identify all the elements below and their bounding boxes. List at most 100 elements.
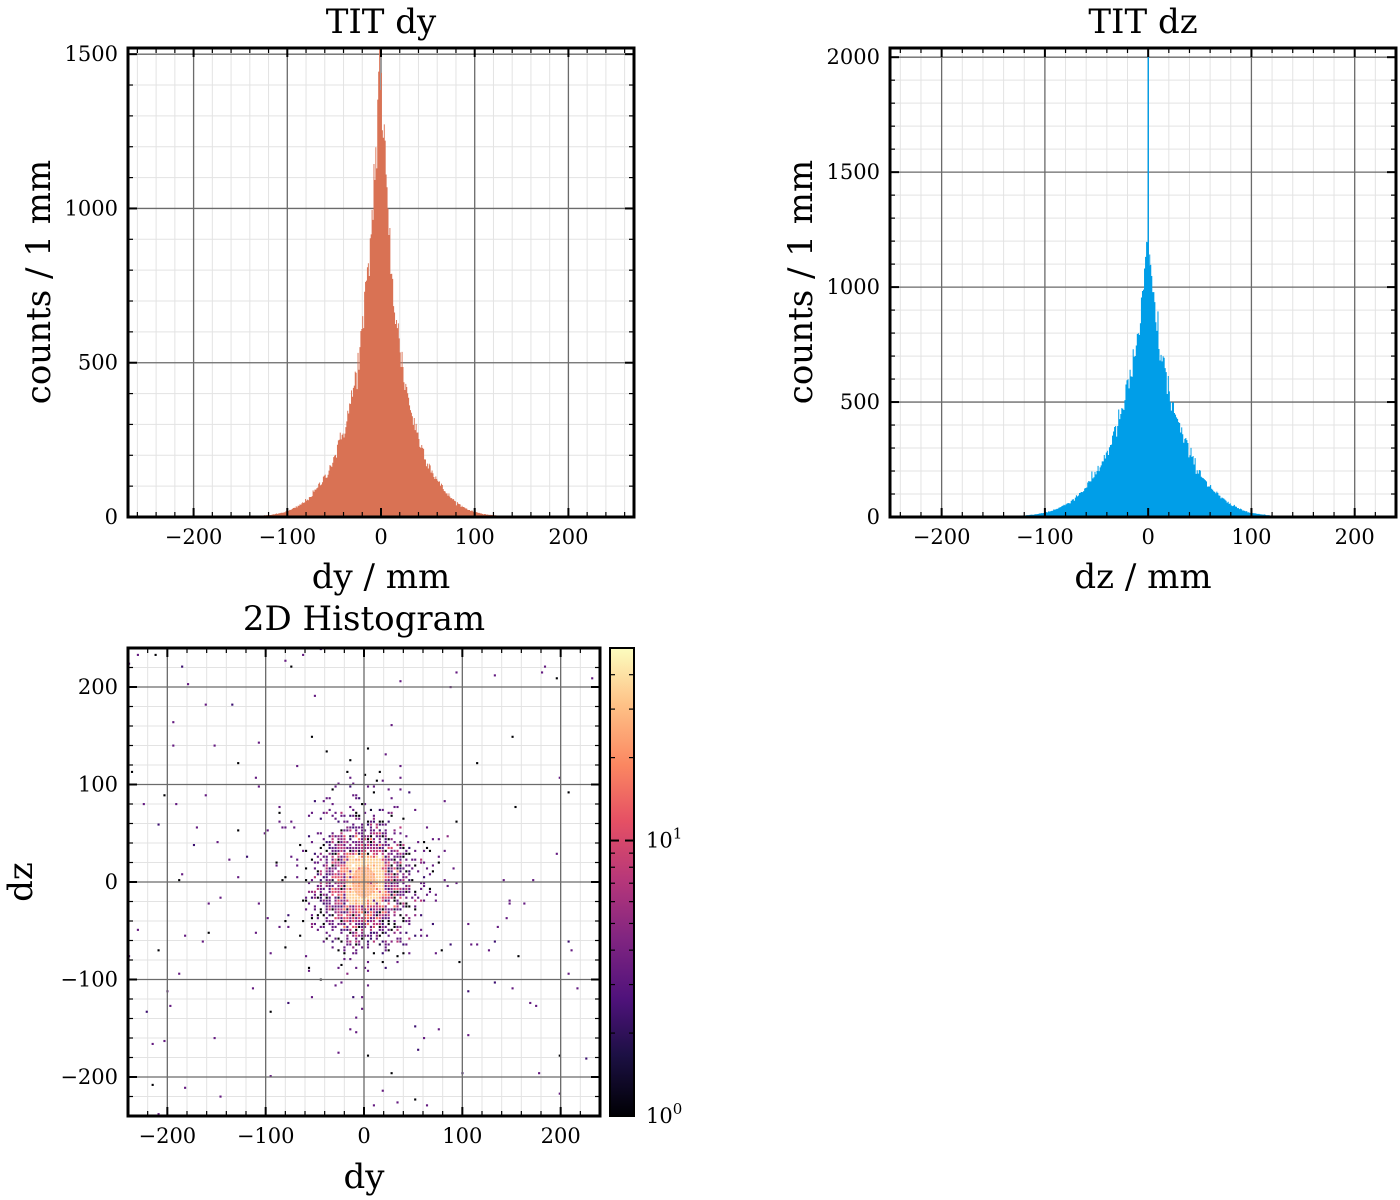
hist2d-cell	[414, 1025, 417, 1028]
hist2d-cell	[366, 917, 370, 920]
hist2d-cell	[319, 899, 322, 902]
hist2d-cell	[325, 849, 328, 852]
hist2d-cell	[343, 958, 346, 961]
hist2d-cell	[387, 928, 390, 931]
hist2d-cell	[334, 849, 337, 852]
hist2d-cell	[337, 846, 340, 850]
hist2d-cell	[358, 852, 361, 855]
hist2d-cell	[313, 908, 316, 911]
hist2d-cell	[213, 744, 216, 747]
hist2d-cell	[313, 922, 316, 926]
hist2d-cell	[364, 829, 367, 832]
hist2d-cell	[337, 782, 340, 785]
hist2d-cell	[364, 911, 367, 914]
hist2d-cell	[381, 914, 384, 917]
hist2d-cell	[358, 899, 361, 902]
hist2d-cell	[337, 835, 340, 838]
hist2d-cell	[349, 846, 352, 850]
hist2d-cell	[366, 882, 370, 885]
hist2d-cell	[364, 858, 367, 861]
hist2d-cell	[372, 952, 375, 955]
hist2d-cell	[316, 928, 319, 931]
hist2d-cell	[396, 928, 399, 931]
hist2d-cell	[369, 890, 373, 893]
hist2d-cell	[346, 852, 349, 855]
hist2d-cell	[358, 843, 361, 847]
hist2d-cell	[532, 879, 535, 882]
hist2d-cell	[352, 882, 355, 885]
hist2d-cell	[340, 902, 343, 905]
hist2d-cell	[328, 884, 331, 888]
dz-x-axis-label: dz / mm	[1074, 557, 1211, 597]
hist2d-cell	[384, 879, 387, 882]
hist2d-cell	[355, 861, 358, 864]
hist2d-cell	[340, 931, 343, 934]
hist2d-cell	[387, 843, 390, 847]
hist2d-cell	[366, 858, 370, 861]
hist2d-cell	[346, 829, 349, 832]
hist2d-cell	[393, 882, 396, 885]
hist2d-cell	[349, 917, 352, 920]
hist2d-cell	[375, 922, 378, 926]
hist2d-cell	[378, 896, 381, 899]
hist2d-cell	[511, 987, 514, 990]
hist2d-cell	[378, 841, 381, 844]
hist2d-cell	[305, 867, 308, 870]
hist2d-cell	[364, 899, 367, 902]
hist2d-cell	[334, 905, 337, 908]
hist2d-cell	[331, 908, 334, 911]
hist2d-cell	[361, 843, 364, 847]
hist2d-cell	[369, 829, 373, 832]
hist2d-cell	[420, 899, 423, 902]
hist2d-cell	[378, 908, 381, 911]
colorbar-frame	[609, 647, 635, 1117]
hist2d-cell	[369, 879, 373, 882]
hist2d-cell	[381, 908, 384, 911]
hist2d-cell	[366, 943, 370, 946]
hist2d-cell	[331, 893, 334, 896]
hist2d-cell	[355, 928, 358, 931]
hist2d-cell	[390, 896, 393, 899]
hist2d-cell	[399, 861, 402, 864]
hist2d-cell	[340, 873, 343, 876]
hist2d-cell	[384, 899, 387, 902]
hist2d-cell	[425, 934, 429, 937]
hist2d-cell	[384, 884, 387, 888]
hist2d-cell	[396, 864, 399, 867]
hist2d-cell	[358, 943, 361, 946]
hist2d-cell	[369, 855, 373, 858]
dz-spike-bar	[1147, 48, 1149, 517]
hist2d-cell	[375, 896, 378, 899]
hist2d-cell	[369, 905, 373, 908]
hist2d-cell	[393, 884, 396, 888]
hist2d-cell	[178, 879, 181, 882]
hist2d-cell	[558, 1054, 561, 1057]
hist2d-cell	[154, 653, 157, 656]
dz-histogram-panel: TIT dz −200 −100 0 100 200 0 500 1000 15…	[781, 2, 1398, 597]
hist2d-cell	[402, 846, 405, 850]
hist2d-cell	[375, 864, 378, 867]
hist2d-cell	[328, 914, 331, 917]
hist2d-cell	[337, 852, 340, 855]
hist2d-cell	[316, 914, 319, 917]
hist2d-cell	[201, 940, 204, 943]
hist2d-cell	[369, 841, 373, 844]
hist2d-cell	[384, 905, 387, 908]
hist2d-cell	[402, 855, 405, 858]
hist2d-cell	[361, 838, 364, 841]
hist2d-cell	[387, 934, 390, 937]
hist2d-cell	[361, 876, 364, 879]
hist2d-cell	[337, 876, 340, 879]
hist2d-cell	[319, 925, 322, 928]
hist2d-cell	[331, 864, 334, 867]
hist2d-cell	[343, 846, 346, 850]
hist2d-cell	[331, 940, 334, 943]
hist2d-cell	[331, 855, 334, 858]
hist2d-cell	[384, 911, 387, 914]
hist2d-cell	[396, 849, 399, 852]
hist2d-cell	[346, 879, 349, 882]
hist2d-cell	[378, 917, 381, 920]
hist2d-cell	[414, 849, 417, 852]
hist2d-cell	[381, 1089, 384, 1092]
hist2d-cell	[334, 937, 337, 940]
